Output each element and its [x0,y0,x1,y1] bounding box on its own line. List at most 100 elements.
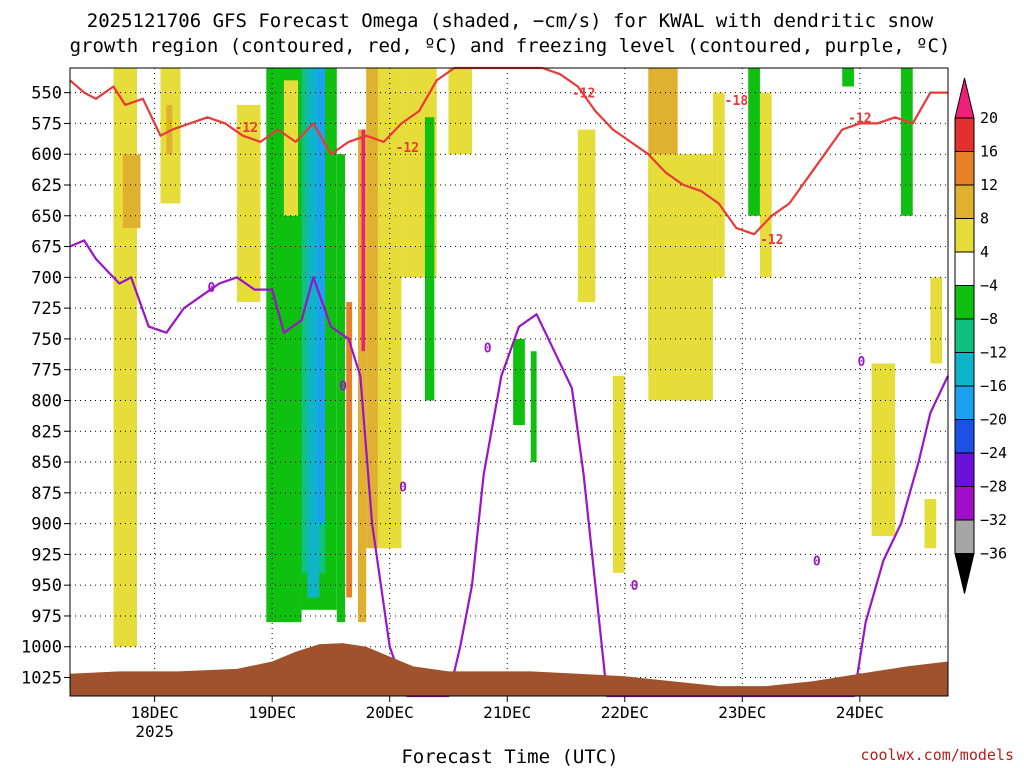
chart-title-line-2: growth region (contoured, red, ºC) and f… [70,35,951,57]
y-tick-label: 775 [31,361,62,381]
colorbar-label: 20 [980,109,998,127]
freezing-contour-purple-label: 0 [631,579,639,594]
colorbar-label: −20 [980,411,1007,429]
y-tick-label: 625 [31,176,62,196]
omega-shade-region [283,80,299,216]
y-tick-label: 850 [31,453,62,473]
dgz-contour-red-label: -12 [235,121,258,136]
y-tick-label: 950 [31,576,62,596]
y-tick-label: 875 [31,484,62,504]
colorbar-swatch [954,452,975,487]
y-tick-label: 700 [31,268,62,288]
colorbar-swatch [954,184,975,219]
omega-shade-region [357,129,367,623]
y-tick-label: 650 [31,207,62,227]
omega-shade-region [930,277,943,364]
terrain-fill [70,643,948,696]
y-tick-label: 1000 [21,638,62,658]
freezing-contour-purple-label: 0 [399,481,407,496]
omega-shade-region [122,154,141,229]
omega-shade-region [336,154,346,623]
freezing-contour-purple-label: 0 [857,355,865,370]
colorbar-label: 4 [980,243,989,261]
x-tick-label: 18DEC [131,703,179,722]
dgz-contour-red-label: -12 [848,111,871,126]
freezing-contour-purple-label: 0 [208,281,216,296]
colorbar-swatch [954,385,975,420]
dgz-contour-red-label: -12 [760,233,783,248]
omega-shade-region [748,68,760,216]
y-tick-label: 550 [31,84,62,104]
colorbar-swatch [954,419,975,454]
y-tick-label: 975 [31,607,62,627]
omega-shade-region [671,265,702,401]
y-tick-label: 925 [31,545,62,565]
x-tick-label: 23DEC [718,703,766,722]
omega-shade-region [577,129,596,302]
x-tick-label: 21DEC [483,703,531,722]
colorbar: 20 16 12 8 4 −4 −8 −12 −16 −20 −24 −28 −32 −36 [954,77,1007,594]
colorbar-label: −28 [980,478,1007,496]
colorbar-label: 12 [980,176,998,194]
colorbar-label: −24 [980,444,1007,462]
colorbar-label: 8 [980,210,989,228]
omega-shade-region [513,338,525,426]
omega-shade-region [307,68,320,598]
omega-shade-region [900,68,913,216]
y-tick-label: 675 [31,238,62,258]
x-tick-label: 19DEC [248,703,296,722]
y-tick-label: 750 [31,330,62,350]
colorbar-swatch [954,151,975,186]
omega-shade-region [842,68,854,87]
x-axis-label: Forecast Time (UTC) [401,746,618,768]
colorbar-label: 16 [980,143,998,161]
freezing-contour-purple-label: 0 [484,342,492,357]
y-tick-label: 900 [31,515,62,535]
colorbar-swatch [954,318,975,353]
x-tick-sublabel: 2025 [135,722,174,741]
omega-shade-region [166,104,173,155]
colorbar-label: −16 [980,377,1007,395]
y-tick-label: 575 [31,114,62,134]
chart-title-line-1: 2025121706 GFS Forecast Omega (shaded, −… [87,10,934,32]
colorbar-label: −36 [980,545,1007,563]
terrain-layer [70,643,948,696]
y-tick-label: 800 [31,391,62,411]
colorbar-swatch [954,352,975,387]
dgz-contour-red-label: -12 [572,87,595,102]
freezing-contour-purple-label: 0 [813,555,821,570]
omega-shade-region [712,92,725,278]
colorbar-label: −12 [980,344,1007,362]
x-tick-label: 22DEC [601,703,649,722]
colorbar-swatch [954,285,975,320]
omega-shade-region [613,375,625,573]
colorbar-top-arrow [954,77,975,119]
colorbar-label: −32 [980,511,1007,529]
omega-shade-region [346,301,353,598]
omega-shade-region [236,104,261,302]
colorbar-label: −8 [980,310,998,328]
dgz-contour-red-label: -12 [396,141,419,156]
y-tick-label: 825 [31,422,62,442]
y-tick-label: 1025 [21,669,62,689]
colorbar-bottom-arrow [954,553,975,594]
omega-shade-region [424,117,435,401]
colorbar-label: −4 [980,277,998,295]
colorbar-swatch [954,519,975,554]
omega-shade-region [530,351,537,463]
colorbar-swatch [954,251,975,286]
plot-area: -12 -12 -12 -18 -12 -12 0 0 0 0 0 0 0 [69,66,949,698]
dgz-contour-red-label: -18 [725,94,749,109]
watermark: coolwx.com/models [860,746,1014,764]
omega-shade-region [361,129,366,352]
y-tick-label: 725 [31,299,62,319]
colorbar-swatch [954,117,975,152]
x-tick-label: 20DEC [366,703,414,722]
y-axis: 550 575 600 625 650 675 700 725 750 775 800 825 850 8… [21,84,70,689]
colorbar-swatch [954,218,975,253]
colorbar-swatch [954,486,975,521]
omega-shade-region [871,363,896,536]
freezing-contour-purple-label: 0 [339,380,347,395]
